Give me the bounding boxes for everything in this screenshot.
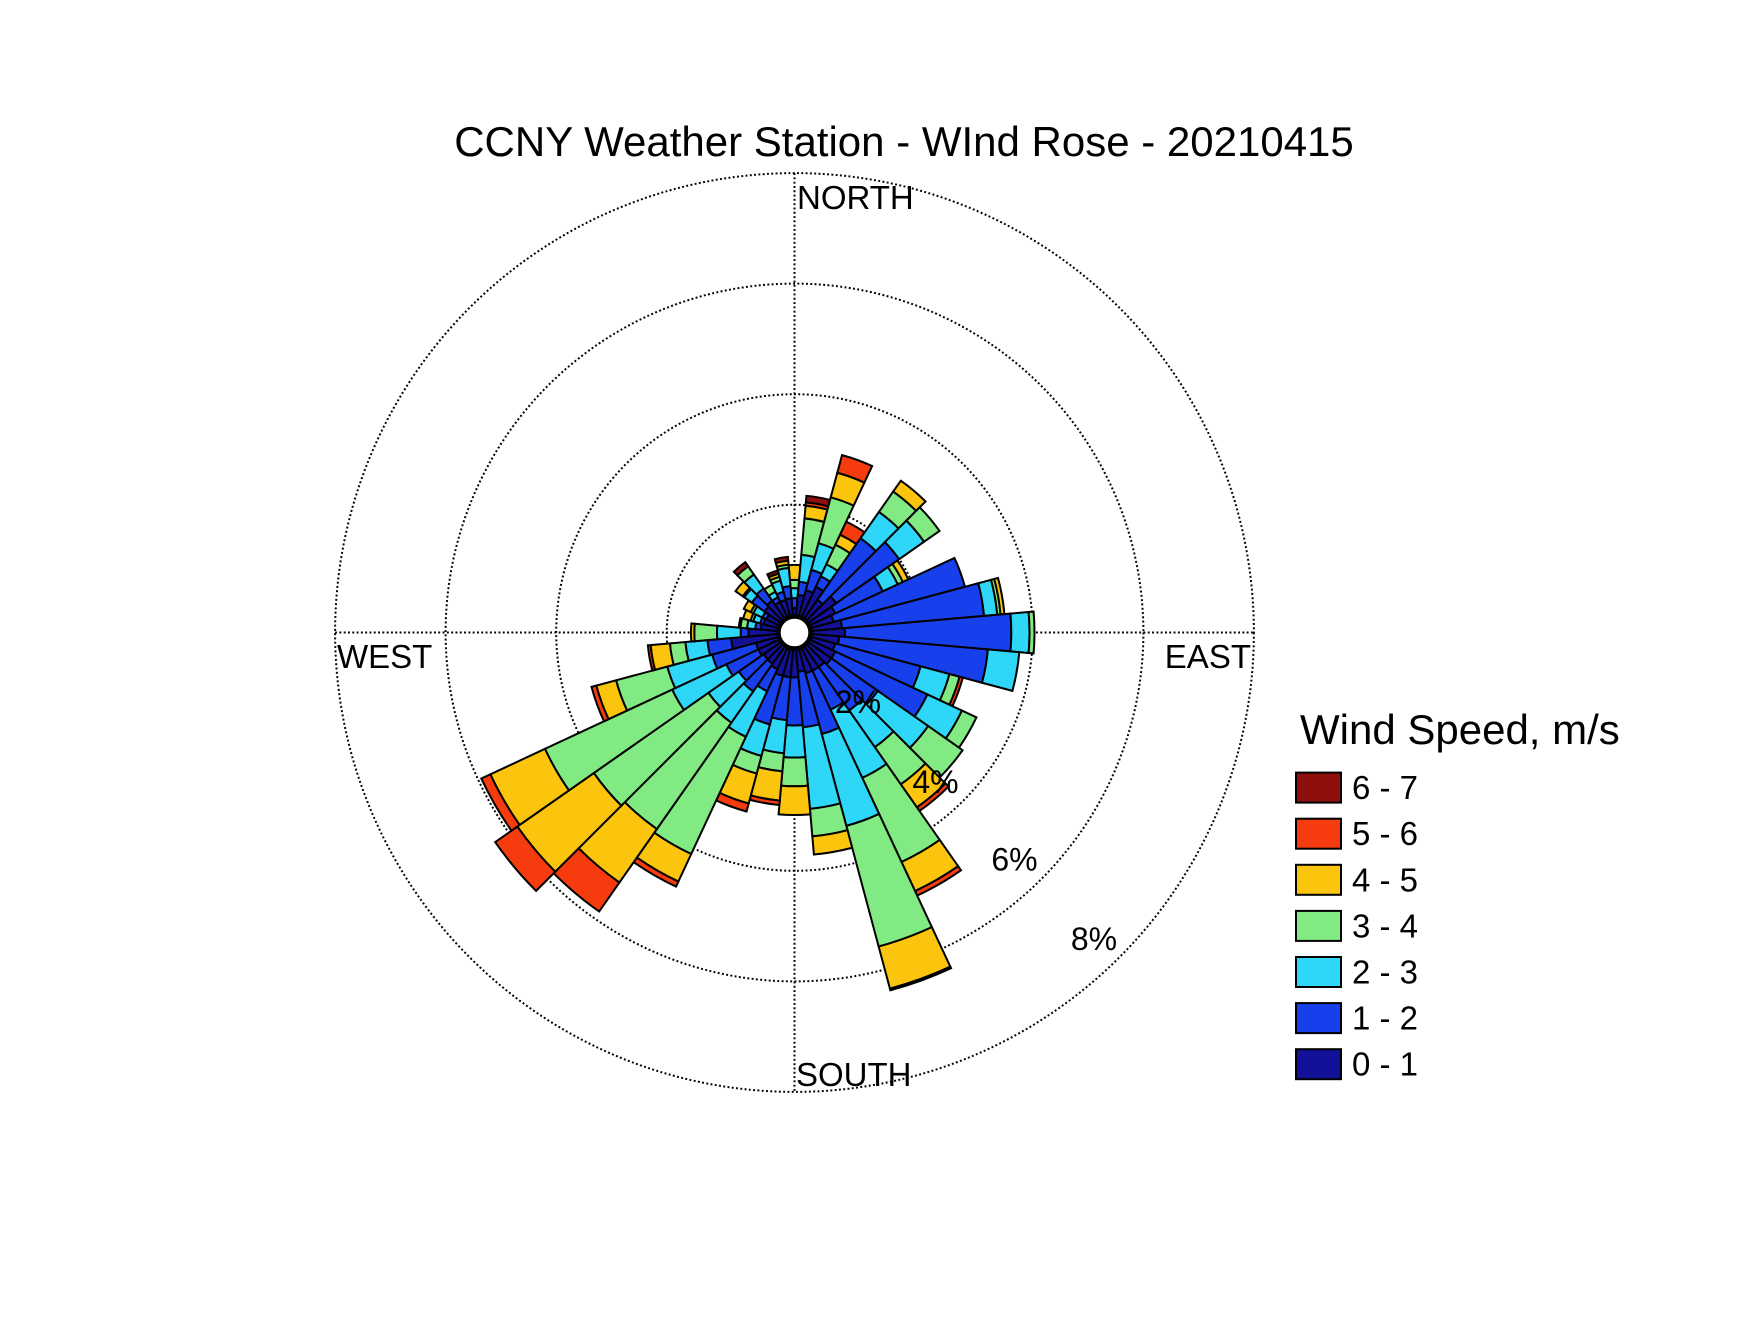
svg-text:1 - 2: 1 - 2: [1352, 1000, 1418, 1037]
svg-text:WEST: WEST: [337, 638, 432, 675]
svg-text:Wind Speed, m/s: Wind Speed, m/s: [1300, 706, 1620, 753]
svg-text:2 - 3: 2 - 3: [1352, 954, 1418, 991]
svg-text:SOUTH: SOUTH: [796, 1056, 912, 1093]
svg-text:2%: 2%: [835, 684, 881, 720]
svg-text:0 - 1: 0 - 1: [1352, 1046, 1418, 1083]
svg-text:EAST: EAST: [1165, 638, 1251, 675]
svg-text:6 - 7: 6 - 7: [1352, 769, 1418, 806]
svg-text:4 - 5: 4 - 5: [1352, 861, 1418, 898]
svg-text:NORTH: NORTH: [797, 179, 914, 216]
svg-text:3 - 4: 3 - 4: [1352, 907, 1418, 944]
svg-text:CCNY Weather Station - WInd Ro: CCNY Weather Station - WInd Rose - 20210…: [454, 118, 1354, 165]
svg-text:8%: 8%: [1071, 921, 1117, 957]
svg-text:4%: 4%: [912, 764, 958, 800]
svg-text:5 - 6: 5 - 6: [1352, 815, 1418, 852]
svg-text:6%: 6%: [991, 842, 1037, 878]
